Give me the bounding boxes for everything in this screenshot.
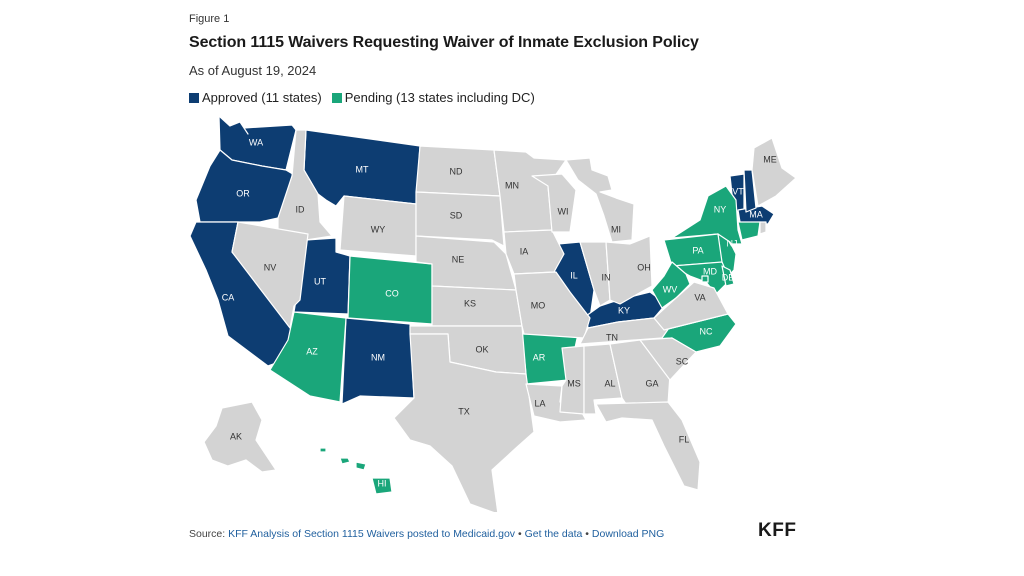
state-label-ak: AK	[230, 431, 242, 441]
source-prefix: Source:	[189, 528, 229, 540]
source-link[interactable]: KFF Analysis of Section 1115 Waivers pos…	[228, 528, 516, 540]
footer-separator: •	[582, 528, 592, 540]
legend-label-pending: Pending (13 states including DC)	[344, 90, 535, 105]
state-wi[interactable]	[531, 173, 577, 233]
state-wv[interactable]	[651, 261, 691, 309]
state-oh[interactable]	[605, 235, 653, 305]
state-label-ia: IA	[520, 246, 529, 256]
state-label-nv: NV	[264, 262, 277, 272]
state-tx[interactable]	[393, 333, 535, 512]
state-label-mn: MN	[505, 180, 519, 190]
source-note: Source: KFF Analysis of Section 1115 Wai…	[189, 528, 664, 540]
state-fl[interactable]	[595, 401, 701, 491]
state-mi[interactable]	[565, 157, 635, 243]
state-label-ky: KY	[618, 305, 630, 315]
state-label-ca: CA	[222, 292, 235, 302]
download-png-link[interactable]: Download PNG	[591, 528, 665, 540]
state-label-tx: TX	[458, 406, 470, 416]
chart-subtitle: As of August 19, 2024	[189, 63, 317, 78]
legend-item-approved: Approved (11 states)	[189, 90, 322, 105]
state-label-wa: WA	[249, 137, 263, 147]
state-label-sc: SC	[676, 356, 689, 366]
state-label-nj: NJ	[727, 238, 738, 248]
get-data-link[interactable]: Get the data	[524, 528, 583, 540]
state-nv[interactable]	[231, 221, 309, 329]
state-shapes	[189, 115, 797, 512]
state-hi-island-3[interactable]	[371, 477, 393, 495]
footer-separator: •	[515, 528, 525, 540]
us-map: WA OR CA MT UT NM IL KY VT MA AZ CO AR NY PA NJ MD DE WV NC…	[180, 112, 820, 512]
state-hi[interactable]	[319, 447, 327, 453]
state-sc[interactable]	[639, 337, 697, 381]
state-label-ny: NY	[714, 204, 727, 214]
state-label-nd: ND	[450, 166, 463, 176]
figure-label: Figure 1	[189, 13, 230, 25]
state-ct[interactable]	[737, 221, 761, 241]
state-label-va: VA	[694, 292, 705, 302]
state-label-wi: WI	[558, 206, 569, 216]
state-label-ar: AR	[533, 352, 546, 362]
state-label-mi: MI	[611, 224, 621, 234]
state-nm[interactable]	[341, 317, 415, 405]
state-label-ut: UT	[314, 276, 326, 286]
state-az[interactable]	[269, 311, 347, 403]
state-label-fl: FL	[679, 434, 690, 444]
state-label-mt: MT	[356, 164, 369, 174]
state-labels: WA OR CA MT UT NM IL KY VT MA AZ CO AR NY PA NJ MD DE WV NC…	[222, 137, 777, 488]
us-map-svg: WA OR CA MT UT NM IL KY VT MA AZ CO AR NY PA NJ MD DE WV NC…	[189, 115, 797, 512]
state-sd[interactable]	[415, 191, 505, 247]
state-ia[interactable]	[503, 229, 565, 275]
chart-title: Section 1115 Waivers Requesting Waiver o…	[189, 34, 699, 51]
legend-label-approved: Approved (11 states)	[202, 90, 322, 105]
state-label-la: LA	[534, 398, 545, 408]
state-de[interactable]	[721, 265, 735, 287]
legend-swatch-pending	[331, 92, 342, 103]
state-ks[interactable]	[431, 285, 523, 327]
state-label-in: IN	[602, 272, 611, 282]
state-label-ga: GA	[645, 378, 658, 388]
state-ri[interactable]	[759, 221, 767, 235]
state-nh[interactable]	[743, 169, 757, 213]
state-hi-island-1[interactable]	[339, 457, 351, 465]
state-hi-island-2[interactable]	[355, 461, 367, 471]
state-label-co: CO	[385, 288, 399, 298]
state-dc[interactable]	[701, 275, 709, 283]
state-va[interactable]	[653, 281, 729, 331]
state-id[interactable]	[277, 129, 333, 241]
state-label-pa: PA	[692, 245, 703, 255]
state-label-oh: OH	[637, 262, 651, 272]
state-label-wy: WY	[371, 224, 386, 234]
state-label-il: IL	[570, 270, 578, 280]
state-label-md: MD	[703, 266, 717, 276]
state-label-ks: KS	[464, 298, 476, 308]
legend-item-pending: Pending (13 states including DC)	[331, 90, 535, 105]
state-label-hi: HI	[378, 478, 387, 488]
state-label-az: AZ	[306, 346, 318, 356]
state-me[interactable]	[751, 137, 797, 207]
state-label-me: ME	[763, 154, 777, 164]
state-in[interactable]	[579, 241, 611, 307]
state-label-de: DE	[722, 272, 735, 282]
legend: Approved (11 states) Pending (13 states …	[189, 90, 545, 105]
state-label-tn: TN	[606, 332, 618, 342]
state-label-nc: NC	[700, 326, 713, 336]
state-label-wv: WV	[663, 284, 678, 294]
legend-swatch-approved	[189, 92, 199, 103]
state-ak[interactable]	[203, 401, 277, 473]
state-label-nm: NM	[371, 352, 385, 362]
state-label-ok: OK	[475, 344, 488, 354]
kff-logo: KFF	[758, 520, 797, 541]
state-label-id: ID	[296, 204, 306, 214]
state-label-mo: MO	[531, 300, 546, 310]
state-label-al: AL	[604, 378, 615, 388]
state-label-ne: NE	[452, 254, 465, 264]
state-label-ma: MA	[749, 209, 763, 219]
state-label-or: OR	[236, 188, 250, 198]
state-label-vt: VT	[732, 186, 744, 196]
state-label-sd: SD	[450, 210, 463, 220]
state-label-ms: MS	[567, 378, 581, 388]
